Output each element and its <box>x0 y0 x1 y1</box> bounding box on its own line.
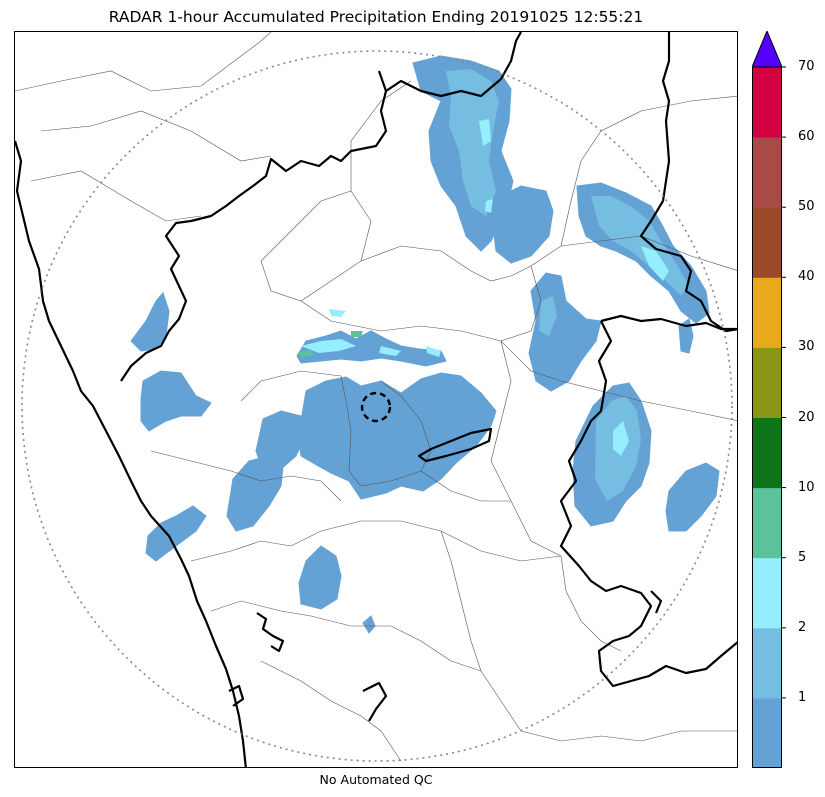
precip-cell <box>678 318 694 354</box>
colorbar-segment <box>752 347 782 418</box>
colorbar-tick-label: 5 <box>798 549 807 565</box>
precip-cell <box>446 69 499 216</box>
colorbar-segment <box>752 277 782 348</box>
precip-cell <box>140 370 212 432</box>
precip-cell <box>301 339 356 353</box>
colorbar-segment <box>752 67 782 138</box>
precip-cell <box>298 545 342 610</box>
precip-cell <box>297 349 313 357</box>
colorbar-segment <box>752 627 782 699</box>
precip-cell <box>485 199 493 213</box>
precip-cell <box>329 309 346 317</box>
colorbar-tick-label: 2 <box>798 619 807 635</box>
precip-cell <box>362 615 376 634</box>
radar-location-marker <box>360 391 392 423</box>
colorbar-tick-label: 70 <box>798 59 815 74</box>
precipitation-layer <box>130 55 720 634</box>
colorbar-segment <box>752 207 782 278</box>
colorbar-tick-label: 40 <box>798 269 815 285</box>
precip-cell <box>426 346 441 357</box>
precip-cell <box>613 421 629 456</box>
state-boundaries <box>15 32 737 767</box>
colorbar-tick-label: 1 <box>798 689 807 705</box>
radar-map[interactable] <box>14 31 738 768</box>
qc-note: No Automated QC <box>319 772 433 787</box>
precip-cell <box>641 246 669 281</box>
colorbar-tick-label: 10 <box>798 479 815 495</box>
colorbar-segment <box>752 557 782 629</box>
precip-cell <box>351 331 363 337</box>
district-boundaries <box>15 32 737 762</box>
colorbar-tick-label: 30 <box>798 339 815 355</box>
colorbar-segment <box>752 417 782 489</box>
colorbar-tick-label: 50 <box>798 199 815 215</box>
range-ring <box>21 50 733 762</box>
colorbar-segment <box>752 137 782 208</box>
colorbar-tick-label: 20 <box>798 409 815 425</box>
colorbar-frame <box>752 66 782 768</box>
colorbar-segment <box>752 697 782 768</box>
precip-cell <box>479 119 491 146</box>
precip-cell <box>665 462 720 532</box>
colorbar-overflow-arrow <box>752 31 783 68</box>
precip-cell <box>528 272 602 392</box>
precip-cell <box>492 185 554 264</box>
precip-cell <box>285 372 497 500</box>
precipitation-colorbar <box>752 31 786 768</box>
precip-cell <box>379 346 401 356</box>
colorbar-segment <box>752 487 782 559</box>
precip-cell <box>145 505 207 562</box>
precip-cell <box>539 296 557 336</box>
precip-cell <box>130 292 170 352</box>
map-title: RADAR 1-hour Accumulated Precipitation E… <box>108 8 644 26</box>
colorbar-tick-label: 60 <box>798 129 815 145</box>
precip-cell <box>226 455 284 532</box>
